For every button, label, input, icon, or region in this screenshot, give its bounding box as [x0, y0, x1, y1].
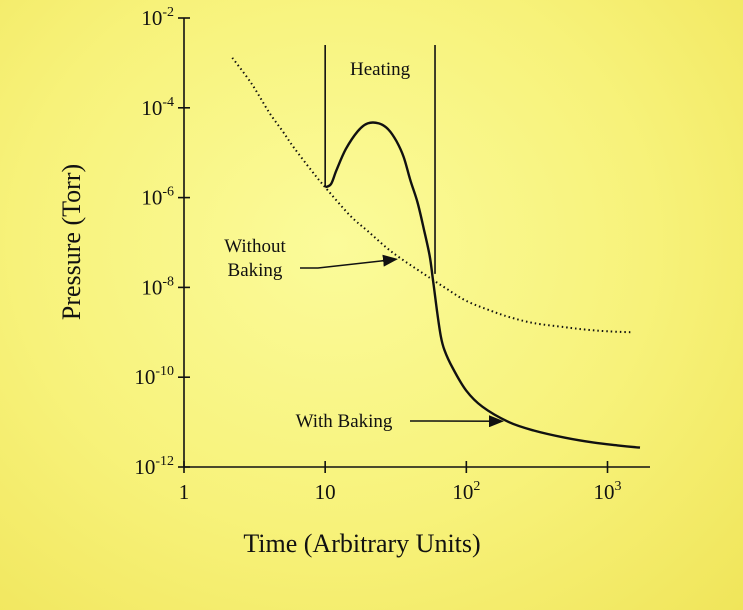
y-tick-label: 10-8: [141, 274, 174, 299]
x-tick-label: 1: [179, 480, 190, 504]
annotation-with-baking: With Baking: [296, 411, 393, 432]
annotation-without-baking-arrow: [300, 254, 398, 269]
x-tick-label: 102: [452, 479, 480, 504]
series-with-baking-line: [324, 121, 641, 449]
x-tick-label: 103: [594, 479, 622, 504]
x-tick-label: 10: [315, 480, 336, 504]
x-axis-title: Time (Arbitrary Units): [243, 529, 480, 558]
annotation-without-baking: Without Baking: [224, 236, 286, 281]
y-tick-label: 10-4: [141, 95, 174, 120]
y-tick-label: 10-10: [134, 364, 174, 389]
y-tick-label: 10-2: [141, 5, 174, 30]
y-tick-label: 10-6: [141, 185, 174, 210]
series-without-baking-line: [231, 57, 633, 334]
heating-label: Heating: [350, 59, 411, 80]
y-axis-title: Pressure (Torr): [57, 164, 86, 320]
y-tick-label: 10-12: [134, 454, 174, 479]
